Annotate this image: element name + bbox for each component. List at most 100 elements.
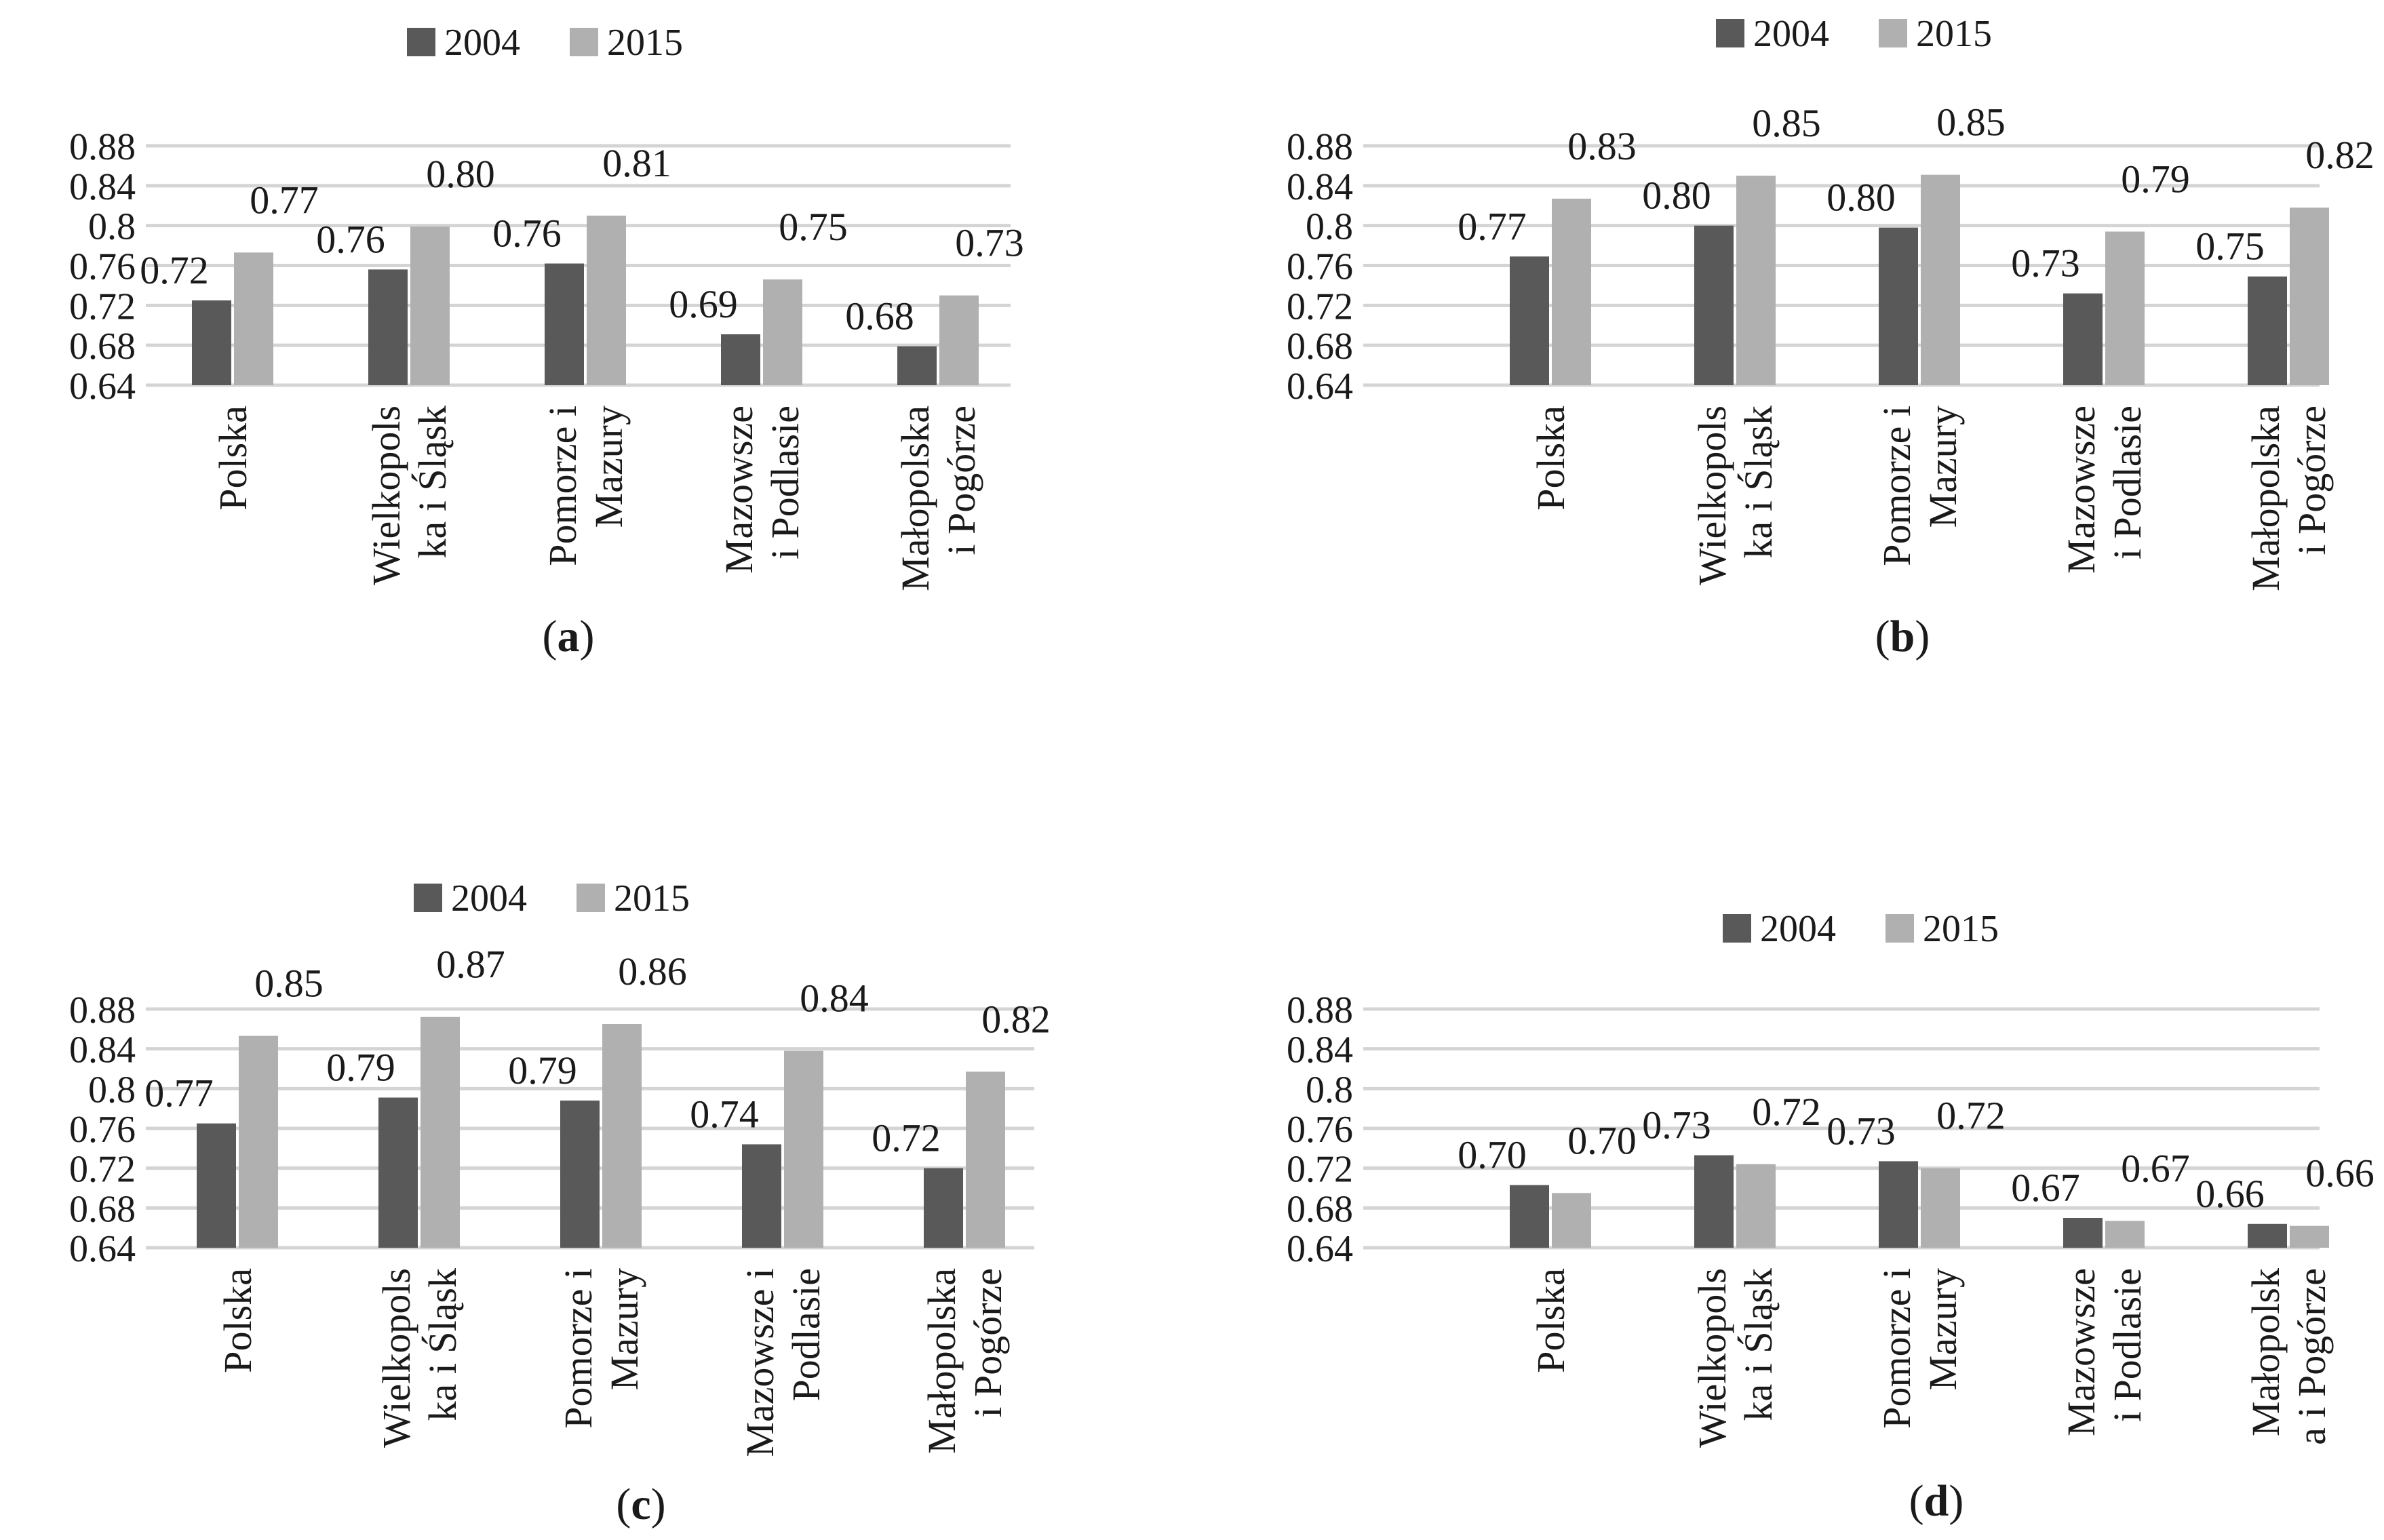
x-category-label: Małopolskai Pogórze bbox=[920, 1268, 1010, 1454]
legend-swatch-2015 bbox=[570, 28, 598, 56]
x-category-label: Mazowszei Podlasie bbox=[2059, 406, 2149, 574]
x-category-label-line: i Podlasie bbox=[2105, 1268, 2149, 1422]
legend-label-2004: 2004 bbox=[1753, 13, 1829, 55]
bar-2004-b-4 bbox=[2248, 276, 2287, 385]
bar-2004-a-0 bbox=[192, 300, 231, 385]
y-tick-label: 0.72 bbox=[69, 285, 136, 328]
data-label: 0.85 bbox=[254, 962, 324, 1006]
data-label: 0.72 bbox=[140, 248, 209, 292]
x-category-label: Pomorze iMazury bbox=[556, 1268, 646, 1429]
x-category-label-line: Pomorze i bbox=[1875, 1268, 1919, 1429]
y-tick-label: 0.68 bbox=[69, 325, 136, 368]
y-tick-label: 0.8 bbox=[1306, 1069, 1353, 1111]
bar-2004-c-4 bbox=[924, 1168, 963, 1248]
x-category-label-line: i Podlasie bbox=[2105, 406, 2149, 559]
x-category-label: Wielkopolska i Śląsk bbox=[364, 406, 454, 585]
legend-label-2015: 2015 bbox=[607, 22, 683, 64]
panel-label-part: ) bbox=[651, 1480, 666, 1529]
bar-2004-c-0 bbox=[197, 1123, 236, 1248]
data-label: 0.82 bbox=[2305, 133, 2375, 177]
legend-swatch-2004 bbox=[407, 28, 435, 56]
y-tick-label: 0.68 bbox=[1287, 1188, 1353, 1230]
x-category-label: Polska bbox=[211, 406, 255, 511]
x-category-label-line: Mazowsze bbox=[2059, 406, 2103, 574]
bar-2015-c-2 bbox=[602, 1024, 642, 1248]
bar-2015-c-0 bbox=[239, 1035, 278, 1248]
x-category-label-line: Pomorze i bbox=[1875, 406, 1919, 566]
y-tick-label: 0.72 bbox=[1287, 285, 1353, 328]
x-category-label-line: Mazury bbox=[602, 1268, 646, 1390]
chart-panel-a: 0.640.680.720.760.80.840.880.720.77Polsk… bbox=[69, 22, 1024, 661]
bar-2004-b-2 bbox=[1879, 227, 1918, 385]
y-tick-label: 0.76 bbox=[1287, 246, 1353, 288]
y-tick-label: 0.88 bbox=[1287, 126, 1353, 168]
panel-label-part: a bbox=[558, 612, 580, 661]
data-label: 0.73 bbox=[2011, 241, 2080, 285]
data-label: 0.80 bbox=[1826, 176, 1896, 220]
bar-2015-b-2 bbox=[1921, 174, 1960, 385]
x-category-label: Wielkopolska i Śląsk bbox=[374, 1268, 465, 1448]
y-tick-label: 0.64 bbox=[1287, 1228, 1353, 1270]
bar-2004-d-0 bbox=[1510, 1185, 1549, 1248]
x-category-label-line: Wielkopols bbox=[364, 406, 408, 585]
x-category-label-line: a i Pogórze bbox=[2290, 1268, 2334, 1445]
x-category-label: Polska bbox=[216, 1268, 260, 1373]
panel-label: (d) bbox=[1909, 1476, 1964, 1526]
bar-2015-c-1 bbox=[421, 1016, 460, 1248]
x-category-label-line: Mazowsze bbox=[2059, 1268, 2103, 1436]
x-category-label-line: i Podlasie bbox=[763, 406, 807, 559]
x-category-label-line: Polska bbox=[1529, 406, 1573, 511]
panel-label-part: d bbox=[1924, 1476, 1949, 1526]
data-label: 0.86 bbox=[618, 949, 687, 993]
legend-swatch-2004 bbox=[1716, 19, 1744, 47]
panel-label-part: b bbox=[1890, 612, 1915, 661]
x-category-label-line: ka i Śląsk bbox=[1736, 406, 1780, 559]
data-label: 0.75 bbox=[779, 205, 848, 249]
y-tick-label: 0.88 bbox=[1287, 989, 1353, 1031]
bar-2004-b-3 bbox=[2063, 293, 2103, 385]
x-category-label-line: Mazury bbox=[587, 406, 631, 528]
x-category-label-line: Podlasie bbox=[784, 1268, 828, 1402]
data-label: 0.77 bbox=[250, 178, 319, 222]
x-category-label-line: Wielkopols bbox=[1690, 1268, 1734, 1448]
y-tick-label: 0.64 bbox=[69, 1228, 136, 1270]
y-tick-label: 0.8 bbox=[88, 1069, 136, 1111]
legend-swatch-2015 bbox=[1885, 914, 1914, 943]
x-category-label: Małopolska i Pogórze bbox=[2244, 1268, 2334, 1445]
data-label: 0.73 bbox=[1826, 1109, 1896, 1153]
x-category-label: Wielkopolska i Śląsk bbox=[1690, 406, 1780, 585]
y-tick-label: 0.76 bbox=[69, 1109, 136, 1151]
y-tick-label: 0.72 bbox=[1287, 1149, 1353, 1191]
bar-2015-a-4 bbox=[939, 295, 979, 385]
legend-label-2015: 2015 bbox=[614, 877, 690, 920]
y-tick-label: 0.8 bbox=[1306, 206, 1353, 248]
x-category-label-line: i Pogórze bbox=[2290, 406, 2334, 555]
y-tick-label: 0.64 bbox=[1287, 366, 1353, 408]
data-label: 0.77 bbox=[1458, 204, 1527, 248]
x-category-label: Mazowszei Podlasie bbox=[717, 406, 807, 574]
chart-panel-b: 0.640.680.720.760.80.840.88 0.77 0.83 Polsk… bbox=[1287, 13, 2375, 661]
x-category-label-line: Polska bbox=[1529, 1268, 1573, 1373]
bar-2004-d-2 bbox=[1879, 1161, 1918, 1248]
data-label: 0.68 bbox=[845, 294, 914, 338]
data-label: 0.85 bbox=[1752, 101, 1821, 145]
data-label: 0.82 bbox=[981, 997, 1051, 1041]
data-label: 0.84 bbox=[800, 976, 869, 1021]
legend-swatch-2015 bbox=[1879, 19, 1907, 47]
data-label: 0.80 bbox=[1642, 174, 1711, 218]
data-label: 0.79 bbox=[326, 1046, 395, 1090]
data-label: 0.76 bbox=[316, 217, 385, 261]
bar-2004-c-3 bbox=[742, 1144, 781, 1248]
bar-2004-c-2 bbox=[560, 1100, 600, 1248]
x-category-label-line: Małopolska bbox=[920, 1268, 964, 1454]
panel-label: (b) bbox=[1875, 612, 1930, 661]
y-tick-label: 0.72 bbox=[69, 1149, 136, 1191]
x-category-label: Polska bbox=[1529, 1268, 1573, 1373]
y-tick-label: 0.84 bbox=[1287, 166, 1353, 208]
panel-label-part: ( bbox=[616, 1480, 631, 1529]
bar-2004-d-1 bbox=[1694, 1155, 1734, 1248]
x-category-label: Małopolskai Pogórze bbox=[2244, 406, 2334, 591]
bar-2004-b-1 bbox=[1694, 225, 1734, 385]
data-label: 0.67 bbox=[2121, 1146, 2190, 1190]
